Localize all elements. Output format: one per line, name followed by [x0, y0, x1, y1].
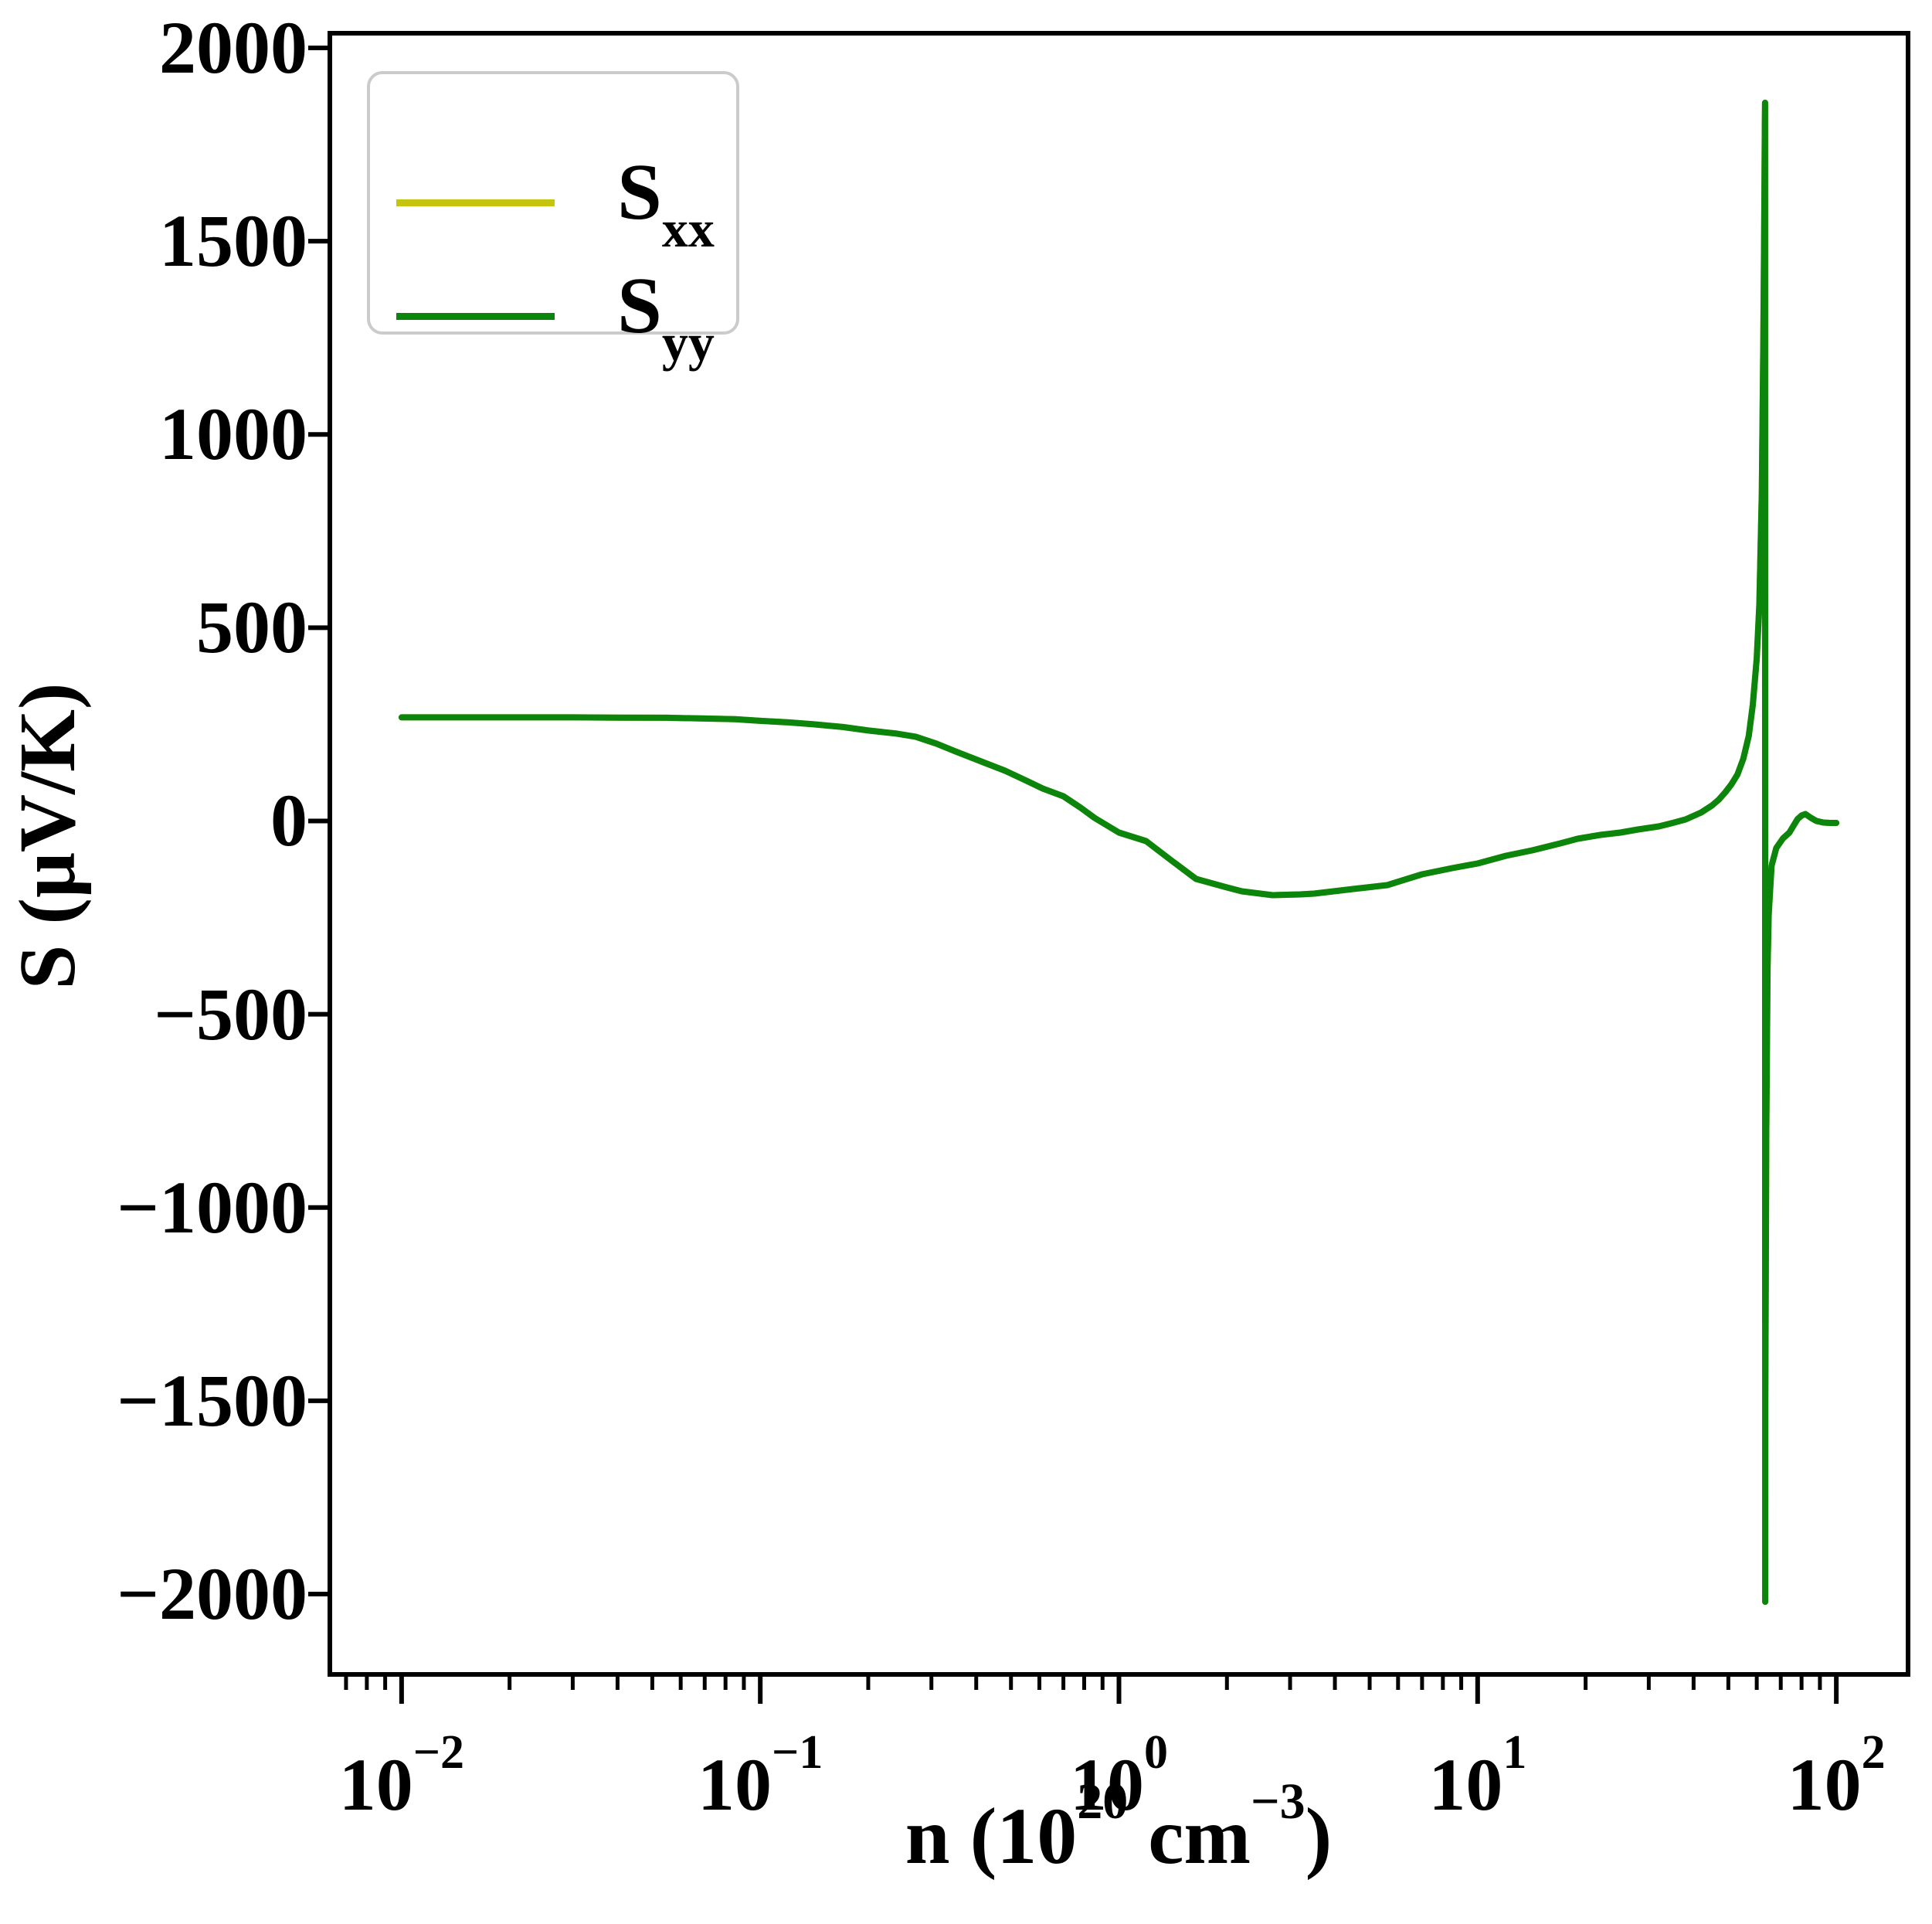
x-label-unit: cm [1148, 1792, 1251, 1881]
x-label-suffix: ) [1305, 1792, 1333, 1881]
y-tick-label: −1000 [117, 1165, 307, 1249]
legend-label-sxx: Sxx [617, 152, 715, 256]
x-tick-label: 101 [1428, 1726, 1527, 1826]
x-tick-label: 100 [1070, 1726, 1168, 1826]
y-tick-label: 2000 [159, 6, 307, 89]
axes-frame [328, 31, 1910, 1677]
y-tick-label: 1000 [159, 393, 307, 476]
legend-label-syy: Syy [617, 266, 715, 369]
curves [398, 100, 1840, 1605]
series-syy [398, 100, 1840, 1605]
legend-label-syy-sub: yy [661, 313, 715, 372]
legend-label-sxx-sub: xx [661, 199, 715, 258]
y-tick-label: −1500 [117, 1358, 307, 1442]
y-tick-label: −2000 [117, 1552, 307, 1635]
y-axis-label: S (μV/K) [3, 682, 92, 990]
legend-line-syy [396, 313, 555, 320]
x-label-prefix: n (10 [905, 1792, 1078, 1881]
x-axis-label: n (1020 cm−3) [905, 1776, 1333, 1877]
legend-box: Sxx Syy [367, 71, 739, 369]
axis-ticks [308, 46, 1839, 1704]
y-tick-label: 0 [270, 779, 307, 862]
x-tick-label: 102 [1787, 1726, 1886, 1826]
y-tick-label: −500 [154, 972, 307, 1055]
y-tick-label: 500 [196, 586, 307, 669]
legend-label-syy-main: S [617, 261, 662, 350]
y-tick-label: 1500 [159, 199, 307, 283]
x-tick-label: 10−1 [698, 1726, 823, 1826]
legend-label-sxx-main: S [617, 148, 662, 236]
x-label-exponent-20: 20 [1077, 1773, 1129, 1830]
x-tick-label: 10−2 [338, 1726, 465, 1826]
x-label-exponent-neg3: −3 [1251, 1773, 1306, 1830]
legend-line-sxx [396, 199, 555, 206]
